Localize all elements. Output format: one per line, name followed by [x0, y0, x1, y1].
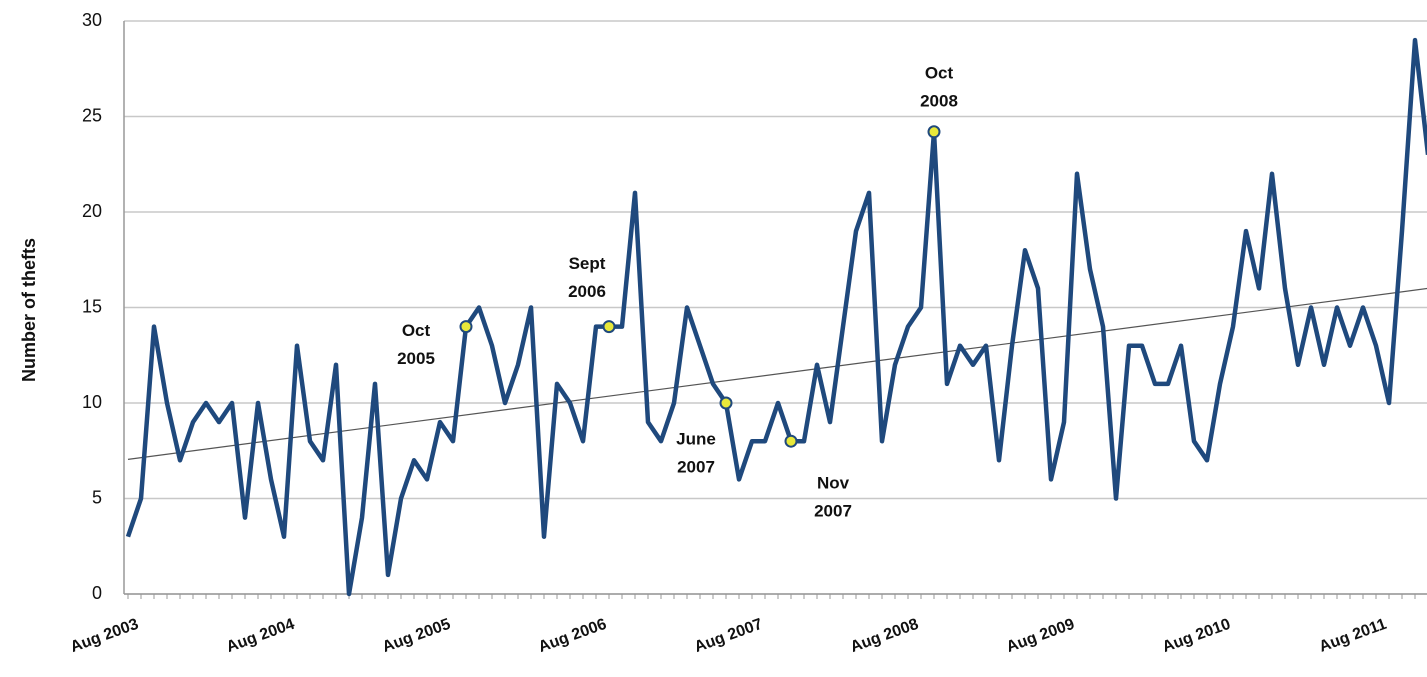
y-tick-label: 20: [82, 201, 102, 221]
x-tick-label: Aug 2008: [848, 616, 921, 656]
annotation: June: [676, 429, 716, 448]
highlight-marker: [784, 434, 798, 448]
annotation: 2006: [568, 282, 606, 301]
y-axis-label: Number of thefts: [19, 238, 39, 382]
annotation: Oct: [402, 321, 431, 340]
x-tick-label: Aug 2009: [1004, 616, 1077, 656]
annotation: 2008: [920, 91, 958, 110]
annotation: 2005: [397, 349, 435, 368]
data-line: [125, 37, 1427, 597]
annotation: Oct: [925, 63, 954, 82]
x-tick-label: Aug 2005: [380, 616, 453, 656]
y-tick-label: 25: [82, 105, 102, 125]
annotation: 2007: [814, 502, 852, 521]
x-tick-label: Aug 2010: [1160, 616, 1233, 656]
highlight-marker: [927, 125, 941, 139]
x-tick-label: Aug 2004: [224, 616, 297, 656]
x-tick-label: Aug 2006: [536, 616, 609, 656]
highlight-marker: [459, 320, 473, 334]
highlight-marker: [719, 396, 733, 410]
y-tick-label: 30: [82, 10, 102, 30]
highlight-marker: [602, 320, 616, 334]
annotation: Nov: [817, 474, 850, 493]
y-tick-label: 5: [92, 487, 102, 507]
y-tick-label: 10: [82, 392, 102, 412]
plot: [125, 37, 1427, 597]
x-tick-label: Aug 2007: [692, 616, 765, 656]
annotation: 2007: [677, 457, 715, 476]
x-tick-label: Aug 2011: [1317, 616, 1389, 656]
annotation: Sept: [569, 254, 606, 273]
y-tick-label: 15: [82, 296, 102, 316]
y-tick-label: 0: [92, 583, 102, 603]
x-tick-label: Aug 2003: [68, 616, 141, 656]
trend-line: [127, 287, 1427, 460]
